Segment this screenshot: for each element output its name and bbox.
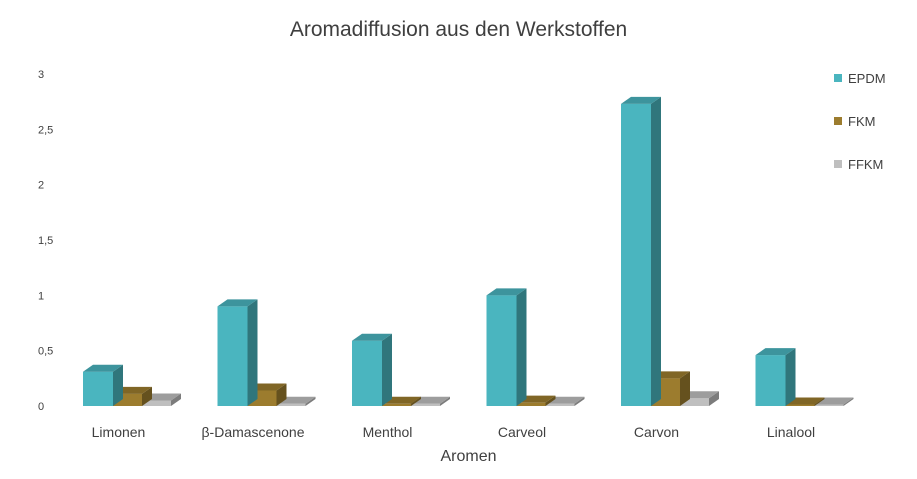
y-tick-label: 0,5 [38, 346, 53, 358]
legend-swatch [834, 117, 842, 125]
bar-top [486, 288, 527, 296]
bar-side [171, 393, 181, 406]
legend-label: FFKM [848, 156, 884, 172]
bar-side [574, 396, 585, 406]
bar-side [785, 348, 796, 406]
x-tick-label: β-Damascenone [202, 424, 305, 440]
bar-front [141, 400, 171, 406]
bar-front [755, 355, 786, 406]
bar-top [621, 96, 661, 104]
bar-front [352, 340, 382, 406]
chart-title: Aromadiffusion aus den Werkstoffen [289, 18, 628, 41]
x-tick-label: Carvon [634, 424, 679, 440]
bar [352, 333, 392, 406]
bar-front [679, 398, 709, 406]
legend-label: EPDM [848, 70, 886, 86]
bar-side [305, 396, 316, 406]
bar-side [382, 333, 392, 406]
legend-item: FFKM [834, 156, 883, 172]
bar-side [709, 391, 719, 406]
bar-side [142, 386, 152, 406]
bar-side [843, 397, 854, 406]
legend-label: FKM [848, 113, 876, 129]
bar-front [515, 402, 546, 406]
bar [621, 96, 661, 406]
x-tick-label: Linalool [767, 424, 815, 440]
bar-side [814, 397, 825, 406]
bar-side [247, 299, 258, 406]
legend-swatch [834, 160, 842, 168]
bar-side [651, 96, 661, 406]
bar-side [680, 371, 690, 406]
y-tick-label: 0 [38, 401, 44, 413]
bar-front [784, 404, 815, 406]
x-tick-label: Menthol [363, 424, 413, 440]
bar-front [275, 403, 306, 406]
bar-front [544, 403, 575, 406]
y-tick-label: 2 [38, 180, 44, 192]
bar-front [410, 403, 440, 406]
bar-top [755, 348, 796, 356]
bar-side [545, 395, 556, 406]
y-tick-label: 2,5 [38, 124, 53, 136]
bar-front [486, 295, 517, 406]
y-tick-label: 3 [38, 69, 44, 81]
legend-swatch [834, 74, 842, 82]
bar-side [440, 396, 450, 406]
legend-item: FKM [834, 113, 875, 129]
x-axis-title: Aromen [440, 448, 497, 465]
bar [217, 299, 258, 406]
y-tick-label: 1 [38, 290, 44, 302]
bar-top [217, 299, 258, 307]
legend-item: EPDM [834, 70, 886, 86]
bar [486, 288, 527, 406]
x-tick-label: Limonen [92, 424, 146, 440]
bar-front [217, 306, 248, 406]
bar-front [813, 404, 844, 406]
bar-front [381, 403, 411, 406]
x-tick-label: Carveol [498, 424, 546, 440]
bar-side [516, 288, 527, 406]
y-tick-label: 1,5 [38, 235, 53, 247]
bar-front [621, 103, 651, 406]
bar-top [83, 364, 123, 372]
bar-top [352, 333, 392, 341]
bar-side [113, 364, 123, 406]
bar-side [411, 396, 421, 406]
bar-side [276, 383, 287, 406]
bar-front [83, 371, 113, 406]
bar [755, 348, 796, 406]
bar [83, 364, 123, 406]
